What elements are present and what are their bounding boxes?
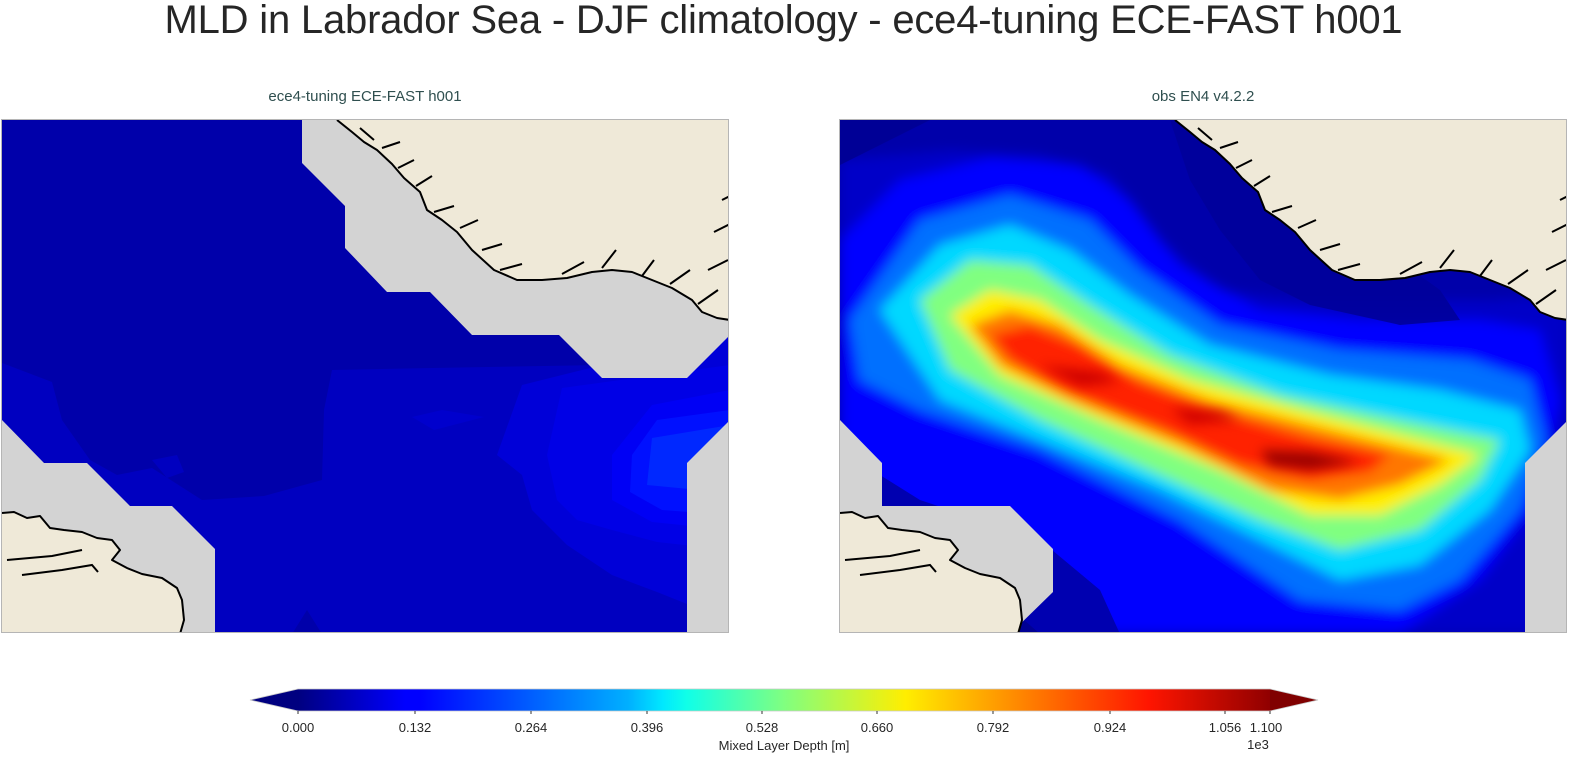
map-panel-obs [839,119,1567,633]
colorbar-tick: 0.924 [1093,720,1127,735]
colorbar-tick: 0.132 [398,720,432,735]
colorbar-label: Mixed Layer Depth [m] [718,738,850,753]
mld-map-model [2,120,728,632]
panel-title-model: ece4-tuning ECE-FAST h001 [268,88,462,105]
figure-title: MLD in Labrador Sea - DJF climatology - … [164,0,1403,42]
colorbar-extend-max [1270,689,1318,711]
colorbar-tick: 0.000 [281,720,315,735]
colorbar-tick: 0.264 [514,720,548,735]
colorbar-tick: 1.056 [1208,720,1242,735]
colorbar-tick: 0.660 [860,720,894,735]
colorbar-tick: 0.396 [630,720,664,735]
map-panel-model [1,119,729,633]
colorbar-multiplier: 1e3 [1247,737,1269,752]
mld-map-obs [840,120,1566,632]
colorbar-extend-min [250,689,298,711]
colorbar-tick: 0.528 [745,720,779,735]
colorbar-tick: 0.792 [976,720,1010,735]
colorbar-tick: 1.100 [1249,720,1283,735]
panel-title-obs: obs EN4 v4.2.2 [1151,88,1255,105]
colorbar [249,688,1319,714]
